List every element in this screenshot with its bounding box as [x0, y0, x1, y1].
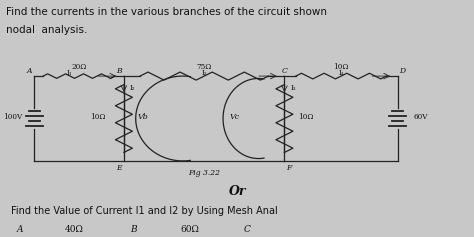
Text: 10Ω: 10Ω: [333, 63, 349, 71]
Text: 10Ω: 10Ω: [90, 113, 106, 120]
Text: Find the Value of Current I1 and I2 by Using Mesh Anal: Find the Value of Current I1 and I2 by U…: [10, 206, 277, 216]
Text: C: C: [243, 225, 250, 234]
Text: I₃: I₃: [290, 84, 296, 92]
Text: Fig 3.22: Fig 3.22: [188, 169, 220, 177]
Text: I₄: I₄: [338, 69, 344, 77]
Text: Vb: Vb: [137, 113, 148, 120]
Text: Vc: Vc: [230, 113, 240, 120]
Text: 75Ω: 75Ω: [197, 63, 212, 71]
Text: B: B: [130, 225, 137, 234]
Text: C: C: [282, 67, 287, 75]
Text: 40Ω: 40Ω: [65, 225, 84, 234]
Text: A: A: [27, 67, 32, 75]
Text: F: F: [287, 164, 292, 172]
Text: 60V: 60V: [413, 113, 428, 120]
Text: Find the currents in the various branches of the circuit shown: Find the currents in the various branche…: [6, 7, 327, 17]
Text: E: E: [116, 164, 122, 172]
Text: I₂: I₂: [201, 69, 207, 77]
Text: 10Ω: 10Ω: [298, 113, 313, 120]
Text: A: A: [17, 225, 23, 234]
Text: D: D: [400, 67, 406, 75]
Text: 100V: 100V: [3, 113, 23, 120]
Text: Or: Or: [228, 185, 246, 198]
Text: I₁: I₁: [67, 69, 73, 77]
Text: 20Ω: 20Ω: [72, 63, 87, 71]
Text: nodal  analysis.: nodal analysis.: [6, 25, 87, 36]
Text: 60Ω: 60Ω: [181, 225, 200, 234]
Text: I₂: I₂: [130, 84, 135, 92]
Text: B: B: [116, 67, 122, 75]
